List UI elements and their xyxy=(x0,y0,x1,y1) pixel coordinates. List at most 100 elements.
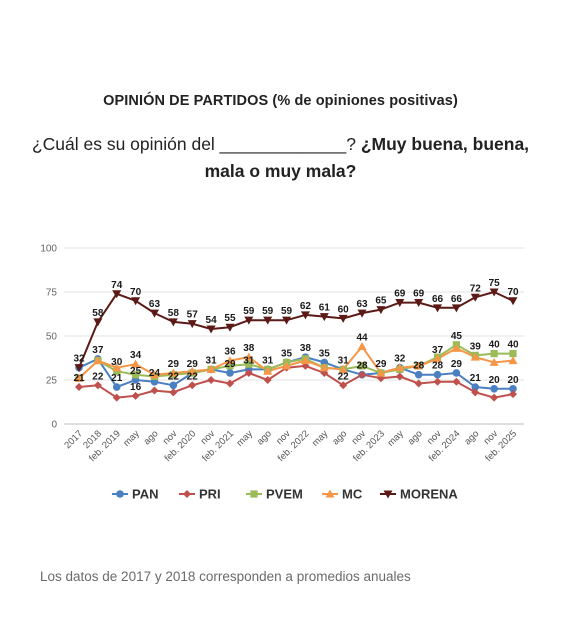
data-point xyxy=(451,343,461,352)
series-line-morena xyxy=(78,291,514,369)
data-label: 21 xyxy=(73,373,85,384)
data-point xyxy=(490,393,499,402)
data-label: 21 xyxy=(470,373,482,384)
data-point xyxy=(414,299,424,308)
data-point xyxy=(489,288,499,297)
data-point xyxy=(207,376,216,384)
data-point xyxy=(433,354,443,363)
data-point xyxy=(300,311,310,320)
x-tick-label: may xyxy=(121,428,142,449)
data-point xyxy=(225,356,235,365)
x-tick-label: 2017 xyxy=(62,428,85,451)
data-label: 35 xyxy=(281,348,293,359)
data-label: 62 xyxy=(300,301,312,312)
data-label: 25 xyxy=(130,366,142,377)
data-point xyxy=(74,364,84,373)
data-label: 31 xyxy=(338,355,350,366)
data-point xyxy=(168,318,178,327)
legend-label: PVEM xyxy=(266,487,303,502)
data-point xyxy=(508,356,518,365)
data-label: 59 xyxy=(243,306,255,317)
data-label: 29 xyxy=(451,359,463,370)
data-point xyxy=(282,316,292,325)
data-point xyxy=(149,370,159,379)
data-point xyxy=(433,304,443,313)
legend-label: MC xyxy=(342,487,363,502)
legend-label: PAN xyxy=(132,487,158,502)
data-point xyxy=(509,350,517,358)
data-point xyxy=(226,362,234,370)
data-point xyxy=(490,385,498,393)
data-label: 69 xyxy=(413,289,425,300)
x-tick-label: ago xyxy=(142,428,161,447)
data-point xyxy=(112,363,122,372)
data-point xyxy=(509,385,517,393)
data-point xyxy=(509,390,517,399)
series-line-pan xyxy=(78,356,513,390)
data-label: 72 xyxy=(470,283,482,294)
data-label: 20 xyxy=(489,375,501,386)
data-label: 28 xyxy=(356,361,368,372)
data-label: 34 xyxy=(130,350,142,361)
data-point xyxy=(395,372,404,381)
data-point xyxy=(250,490,258,498)
data-point xyxy=(490,350,498,358)
y-tick-label: 100 xyxy=(40,244,57,255)
data-label: 32 xyxy=(394,354,406,365)
y-axis: 0 25 50 75 100 xyxy=(40,244,57,431)
data-point xyxy=(131,297,141,306)
data-point xyxy=(414,379,423,388)
data-point xyxy=(75,383,83,392)
data-label: 29 xyxy=(187,359,199,370)
data-point xyxy=(187,366,197,375)
data-point xyxy=(263,366,273,375)
data-point xyxy=(508,297,518,306)
legend-label: PRI xyxy=(199,487,221,502)
y-tick-label: 75 xyxy=(46,288,58,299)
data-point xyxy=(319,363,329,372)
data-point xyxy=(358,370,367,379)
data-label: 63 xyxy=(356,299,368,310)
data-label: 66 xyxy=(432,294,444,305)
data-point xyxy=(245,360,253,368)
data-point xyxy=(225,323,235,332)
data-point xyxy=(339,381,348,390)
data-label: 55 xyxy=(224,313,236,324)
data-label: 60 xyxy=(338,304,350,315)
data-point xyxy=(244,352,254,361)
data-label: 70 xyxy=(130,287,142,298)
data-label: 22 xyxy=(187,371,199,382)
x-tick-label: ago xyxy=(462,428,481,447)
x-tick-label: ago xyxy=(255,428,274,447)
data-point xyxy=(282,361,292,370)
x-tick-label: may xyxy=(310,428,331,449)
data-label: 22 xyxy=(338,371,350,382)
data-label: 58 xyxy=(168,308,180,319)
data-point xyxy=(451,304,461,313)
data-point xyxy=(433,370,442,379)
data-point xyxy=(206,325,216,334)
data-point xyxy=(471,388,480,397)
data-label: 44 xyxy=(356,333,368,344)
chart-title: OPINIÓN DE PARTIDOS (% de opiniones posi… xyxy=(103,93,458,109)
data-label: 21 xyxy=(111,373,123,384)
series-markers xyxy=(74,288,518,402)
data-point xyxy=(113,367,121,375)
data-point xyxy=(183,490,191,498)
x-tick-label: ago xyxy=(406,428,425,447)
data-label: 22 xyxy=(92,371,104,382)
data-point xyxy=(93,318,103,327)
data-label: 37 xyxy=(432,345,444,356)
data-label: 30 xyxy=(111,357,123,368)
data-point xyxy=(169,388,178,397)
data-point xyxy=(131,359,141,368)
data-label: 66 xyxy=(451,294,463,305)
data-label: 31 xyxy=(262,355,274,366)
data-label: 58 xyxy=(92,308,104,319)
data-point xyxy=(357,342,367,351)
data-label: 37 xyxy=(92,345,104,356)
data-point xyxy=(131,391,140,400)
data-label: 31 xyxy=(243,355,255,366)
